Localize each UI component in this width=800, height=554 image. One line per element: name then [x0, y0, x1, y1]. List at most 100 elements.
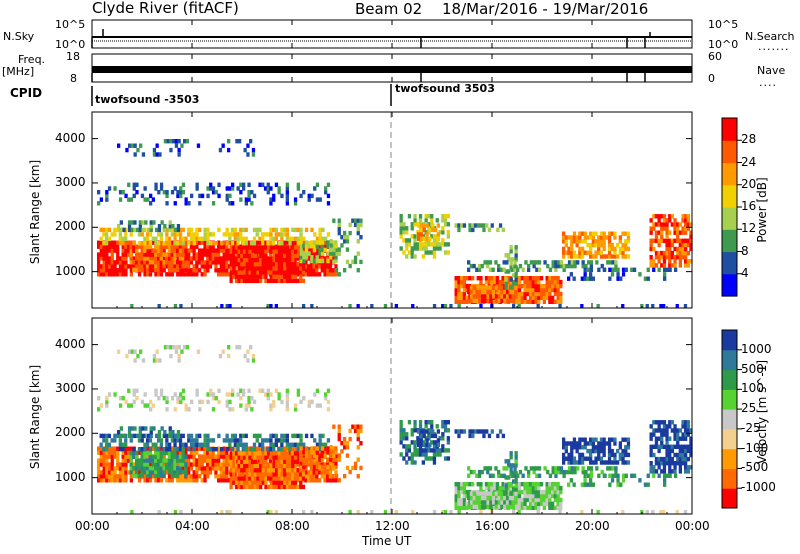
velocity-cell	[195, 458, 199, 463]
power-cell	[668, 255, 672, 260]
power-cell	[523, 283, 527, 289]
power-cell	[446, 234, 450, 239]
velocity-cell	[532, 466, 536, 471]
velocity-cell	[290, 446, 294, 451]
power-cell	[307, 193, 311, 199]
velocity-cell	[269, 480, 273, 485]
power-cell	[326, 182, 331, 187]
power-cell	[206, 186, 210, 191]
velocity-cell	[231, 388, 235, 393]
power-cell	[556, 291, 560, 297]
power-cell	[291, 236, 295, 241]
power-cell	[267, 278, 271, 284]
power-cell	[454, 295, 458, 300]
power-cell	[405, 230, 409, 235]
velocity-cell	[477, 473, 482, 478]
power-cell	[320, 240, 325, 245]
velocity-cell	[485, 429, 489, 434]
power-cell	[124, 272, 128, 277]
velocity-cell	[245, 463, 249, 469]
power-cell	[608, 276, 612, 281]
velocity-cell	[192, 470, 196, 475]
velocity-cell	[165, 433, 169, 439]
velocity-cell	[681, 456, 685, 462]
velocity-cell	[238, 345, 242, 350]
power-cell	[234, 249, 239, 254]
power-cell	[418, 218, 423, 223]
velocity-cell	[662, 465, 667, 470]
velocity-cell	[181, 388, 186, 393]
velocity-cell	[539, 501, 544, 506]
power-cell	[430, 234, 434, 239]
power-cell	[151, 236, 155, 241]
velocity-cell	[551, 493, 555, 499]
power-cell	[143, 248, 147, 253]
power-cell	[534, 279, 538, 285]
velocity-cell	[291, 455, 295, 460]
power-cell	[460, 299, 464, 304]
velocity-cell	[462, 497, 467, 503]
power-cell	[105, 241, 109, 246]
velocity-cell	[586, 441, 590, 446]
velocity-cell	[424, 424, 428, 429]
velocity-cell	[206, 392, 210, 397]
power-cell	[417, 232, 421, 237]
power-cell	[261, 257, 265, 263]
velocity-cell	[121, 462, 125, 467]
velocity-cell	[170, 478, 174, 483]
velocity-cell	[469, 495, 474, 501]
power-cell	[266, 232, 270, 237]
power-cell	[668, 218, 672, 223]
power-cell	[206, 244, 210, 249]
velocity-cell	[539, 497, 544, 503]
power-cell	[293, 266, 298, 271]
power-cell	[484, 276, 489, 281]
power-cell	[285, 257, 290, 263]
velocity-cell	[287, 450, 292, 455]
power-cell	[110, 240, 114, 245]
velocity-cell	[132, 388, 136, 393]
power-cell	[237, 249, 241, 254]
velocity-cell	[343, 445, 347, 450]
power-cell	[483, 285, 487, 290]
velocity-cell	[291, 472, 295, 477]
velocity-cell	[148, 454, 152, 459]
power-cell	[248, 266, 252, 271]
power-cell	[129, 248, 133, 253]
velocity-cell	[302, 510, 306, 515]
power-cell	[337, 251, 341, 256]
velocity-cell	[626, 460, 631, 465]
power-cell	[237, 266, 241, 271]
power-cell	[689, 234, 693, 239]
velocity-cell	[149, 430, 153, 435]
power-cell	[177, 139, 181, 144]
velocity-cell	[200, 454, 204, 459]
velocity-cell	[467, 491, 471, 496]
velocity-cell	[113, 466, 117, 471]
velocity-cell	[176, 438, 180, 443]
power-cell	[567, 235, 571, 240]
velocity-cell	[145, 458, 150, 463]
velocity-cell	[244, 403, 248, 408]
power-cell	[148, 232, 153, 237]
velocity-cell	[206, 442, 210, 447]
power-cell	[359, 218, 363, 223]
velocity-cell	[269, 455, 273, 460]
velocity-cell	[214, 396, 218, 401]
velocity-cell	[242, 476, 247, 481]
power-cell	[181, 268, 185, 273]
velocity-cell	[413, 444, 417, 449]
power-cell	[548, 267, 553, 272]
velocity-cell	[269, 468, 273, 473]
velocity-cell	[587, 466, 591, 471]
velocity-cell	[476, 429, 480, 434]
power-cell	[467, 260, 471, 265]
velocity-cell	[511, 504, 515, 510]
velocity-cell	[649, 448, 653, 454]
velocity-cell	[422, 433, 426, 439]
velocity-cell	[518, 469, 523, 475]
velocity-cell	[121, 466, 125, 471]
velocity-cell	[299, 480, 303, 485]
power-cell	[600, 263, 604, 269]
velocity-cell	[497, 491, 501, 496]
